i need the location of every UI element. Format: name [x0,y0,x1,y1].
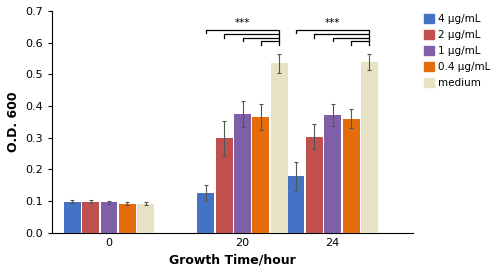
Bar [252,117,270,233]
Bar [119,203,136,233]
Bar [342,119,359,233]
Bar [216,138,232,233]
Bar [64,201,81,233]
Bar [361,62,378,233]
Bar [271,63,287,233]
Bar [100,202,117,233]
Bar [198,193,214,233]
Bar [288,176,304,233]
Bar [306,137,323,233]
Text: ***: *** [325,18,340,28]
Bar [82,201,99,233]
Text: ***: *** [235,18,250,28]
Bar [138,203,154,233]
Y-axis label: O.D. 600: O.D. 600 [7,91,20,152]
Bar [234,114,251,233]
X-axis label: Growth Time/hour: Growth Time/hour [169,253,296,266]
Bar [324,115,341,233]
Legend: 4 μg/mL, 2 μg/mL, 1 μg/mL, 0.4 μg/mL, medium: 4 μg/mL, 2 μg/mL, 1 μg/mL, 0.4 μg/mL, me… [422,12,493,90]
